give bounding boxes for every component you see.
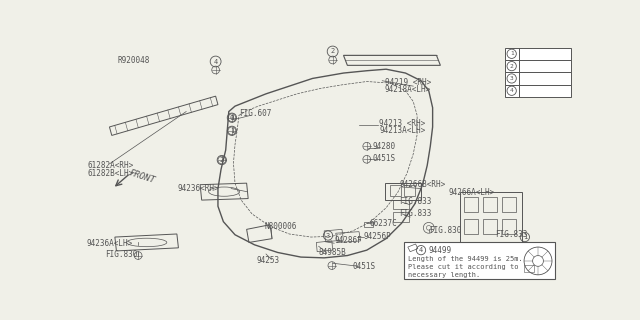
Text: 94499: 94499 <box>522 86 545 95</box>
Text: 1: 1 <box>230 115 234 121</box>
Text: 94266B<RH>: 94266B<RH> <box>399 180 445 189</box>
Text: Please cut it according to: Please cut it according to <box>408 264 518 270</box>
Text: 94213A<LH>: 94213A<LH> <box>379 126 426 135</box>
Text: 1: 1 <box>510 51 513 56</box>
Bar <box>404 243 555 279</box>
Bar <box>502 219 516 234</box>
Text: 3: 3 <box>510 76 513 81</box>
Text: 2: 2 <box>330 49 335 54</box>
Bar <box>505 48 572 60</box>
Text: 0: 0 <box>230 115 234 121</box>
Text: 94253: 94253 <box>257 256 280 265</box>
Bar <box>465 219 478 234</box>
Text: 1: 1 <box>230 128 234 134</box>
Bar <box>390 186 401 196</box>
Text: 1: 1 <box>523 234 527 240</box>
Bar <box>502 197 516 212</box>
Bar <box>364 222 373 227</box>
Text: 66237C: 66237C <box>370 219 397 228</box>
Text: 94280: 94280 <box>373 142 396 151</box>
Text: 4: 4 <box>214 59 218 65</box>
Text: FIG.833: FIG.833 <box>399 209 431 218</box>
Text: 94266A<LH>: 94266A<LH> <box>449 188 495 197</box>
Text: FIG.833: FIG.833 <box>399 197 431 206</box>
Text: FIG.830: FIG.830 <box>429 227 461 236</box>
Text: 94218A<LH>: 94218A<LH> <box>385 85 431 94</box>
Bar <box>404 186 415 196</box>
Text: FIG.830: FIG.830 <box>105 250 137 259</box>
Text: necessary length.: necessary length. <box>408 272 480 278</box>
Text: 61282B<LH>: 61282B<LH> <box>88 169 134 178</box>
Text: 84920A: 84920A <box>522 74 550 83</box>
Text: 2: 2 <box>510 64 513 68</box>
Text: 0451S: 0451S <box>373 154 396 163</box>
Text: FRONT: FRONT <box>128 169 156 185</box>
Text: 4: 4 <box>510 88 513 93</box>
Text: 61282A<RH>: 61282A<RH> <box>88 161 134 170</box>
Text: 94236A<LH>: 94236A<LH> <box>86 239 132 248</box>
Text: 0451S: 0451S <box>353 262 376 271</box>
Text: FIG.607: FIG.607 <box>239 108 271 117</box>
Bar <box>483 197 497 212</box>
Bar <box>483 219 497 234</box>
Text: 4: 4 <box>419 247 423 253</box>
Text: 3: 3 <box>326 233 330 238</box>
Bar <box>505 72 572 84</box>
Text: W130213: W130213 <box>522 62 554 71</box>
Bar <box>505 60 572 72</box>
Text: 94236<RH>: 94236<RH> <box>178 184 220 193</box>
Text: 84985B: 84985B <box>319 248 346 257</box>
Text: R920048: R920048 <box>117 56 150 65</box>
Text: FIG.833: FIG.833 <box>495 230 527 239</box>
Bar <box>505 84 572 97</box>
Text: 94256P: 94256P <box>364 232 392 241</box>
Text: Length of the 94499 is 25m.: Length of the 94499 is 25m. <box>408 256 523 262</box>
Text: 94213 <RH>: 94213 <RH> <box>379 119 426 128</box>
Text: 94499: 94499 <box>429 246 452 255</box>
Text: 94286F: 94286F <box>334 236 362 245</box>
Text: 94219 <RH>: 94219 <RH> <box>385 78 431 87</box>
Text: A941001290: A941001290 <box>503 273 549 282</box>
Text: Q500024: Q500024 <box>522 49 554 58</box>
Bar <box>465 197 478 212</box>
Text: N800006: N800006 <box>264 222 297 231</box>
Text: 2: 2 <box>220 157 224 163</box>
